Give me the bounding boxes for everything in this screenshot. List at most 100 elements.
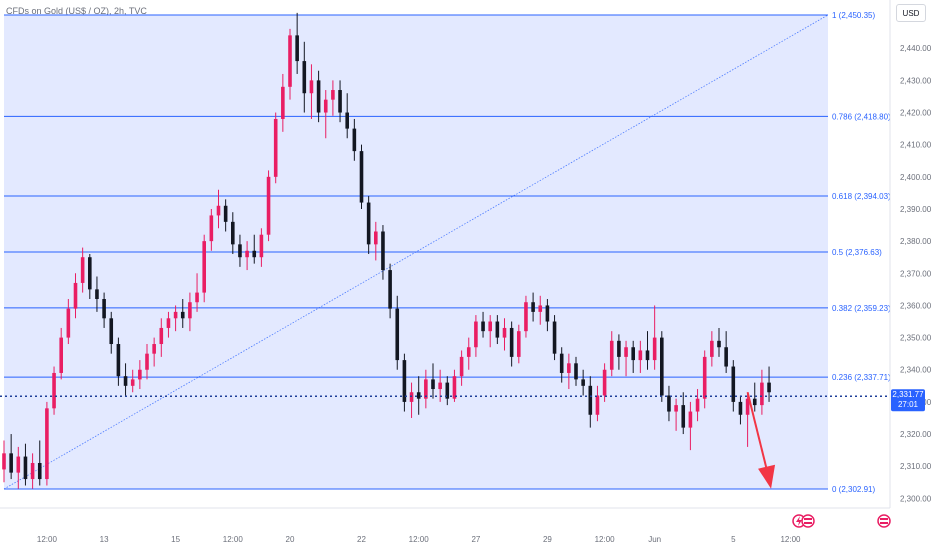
candle (216, 189, 221, 229)
y-tick-label: 2,410.00 (900, 141, 932, 150)
candle (245, 241, 249, 271)
candle (188, 292, 192, 332)
candle (581, 369, 585, 396)
candles (2, 12, 771, 489)
candle-body (366, 202, 371, 245)
x-tick-label: 12:00 (409, 535, 430, 544)
candle (130, 369, 135, 393)
current-price-tag: 2,331.77 27:01 (891, 389, 925, 412)
candle-body (481, 321, 485, 332)
candle (638, 340, 643, 373)
fib-level-label: 0.618 (2,394.03) (832, 192, 891, 201)
candle (66, 299, 71, 345)
candle-body (266, 176, 271, 235)
fib-level-label: 0.5 (2,376.63) (832, 248, 882, 257)
candle-body (302, 61, 307, 94)
candle-body (695, 398, 700, 412)
candle-body (123, 376, 128, 386)
candle-body (631, 347, 635, 361)
candle (416, 376, 421, 415)
candle-body (159, 327, 164, 345)
candle (323, 90, 328, 139)
candle-body (681, 405, 686, 428)
candle-body (281, 86, 285, 119)
x-tick-label: 12:00 (780, 535, 801, 544)
us-flag-icon[interactable] (877, 514, 891, 528)
candle (409, 382, 414, 418)
candle-body (574, 363, 578, 380)
candle-body (409, 392, 414, 402)
candle (767, 366, 771, 402)
candle (681, 392, 686, 435)
candle (631, 340, 635, 373)
candle (602, 363, 607, 402)
candle (202, 234, 206, 303)
candle-body (323, 99, 328, 113)
x-tick-label: 20 (286, 535, 295, 544)
y-tick-label: 2,430.00 (900, 76, 932, 85)
y-axis[interactable]: 2,300.002,310.002,320.002,330.002,340.00… (889, 0, 932, 508)
candle-body (424, 379, 428, 399)
candle-body (474, 321, 478, 348)
candle-body (517, 331, 521, 357)
candle-body (488, 321, 492, 332)
projection-arrow (746, 392, 776, 489)
candle (288, 28, 292, 100)
candle (588, 376, 593, 428)
candle (374, 221, 378, 261)
candle (531, 292, 535, 322)
candle (466, 337, 471, 370)
candle-body (624, 347, 628, 357)
candle-body (66, 308, 71, 338)
candle-body (45, 408, 49, 480)
candle (552, 315, 557, 361)
candle-body (130, 379, 135, 386)
y-tick-label: 2,310.00 (900, 462, 932, 471)
candle (559, 347, 564, 383)
candle-body (59, 337, 63, 373)
candle-body (495, 321, 500, 338)
arrow-head-icon (758, 464, 776, 489)
candle-body (674, 405, 678, 412)
candle (109, 311, 114, 354)
bar-countdown: 27:01 (898, 400, 919, 409)
flag-stripe-icon (880, 518, 888, 520)
currency-button[interactable]: USD (896, 4, 926, 22)
candle-body (466, 347, 471, 357)
candle-body (295, 35, 299, 62)
candle (352, 118, 357, 161)
candle (266, 170, 271, 242)
candle (667, 385, 671, 422)
us-flag-icon[interactable] (801, 514, 815, 528)
candle-body (309, 80, 314, 94)
candle (88, 254, 92, 300)
candle-body (2, 453, 6, 470)
x-tick-label: 12:00 (223, 535, 244, 544)
y-tick-label: 2,420.00 (900, 109, 932, 118)
candle-body (245, 250, 249, 258)
candle (502, 318, 507, 351)
candle-body (502, 327, 507, 338)
x-tick-label: 22 (357, 535, 366, 544)
x-axis[interactable]: 12:00 13 15 12:00 20 22 12:00 27 29 12:00 Jun 5 12:0… (0, 507, 890, 544)
event-markers[interactable] (792, 514, 891, 528)
fib-level-label: 0 (2,302.91) (832, 485, 875, 494)
candle-body (745, 398, 750, 415)
candle-body (688, 411, 693, 428)
candle (366, 196, 371, 254)
candle-body (216, 205, 221, 216)
candle (95, 276, 99, 312)
candle-body (767, 382, 771, 393)
y-tick-label: 2,400.00 (900, 173, 932, 182)
candle (259, 228, 264, 267)
candle (152, 337, 156, 367)
candle (2, 440, 6, 483)
candle (302, 41, 307, 113)
candle (459, 350, 464, 386)
candle (73, 273, 78, 319)
flag-stripe-icon (804, 518, 812, 520)
fib-level-label: 0.786 (2,418.80) (832, 112, 891, 121)
candle (688, 401, 693, 451)
fib-trend-line-segment (3, 14, 829, 490)
